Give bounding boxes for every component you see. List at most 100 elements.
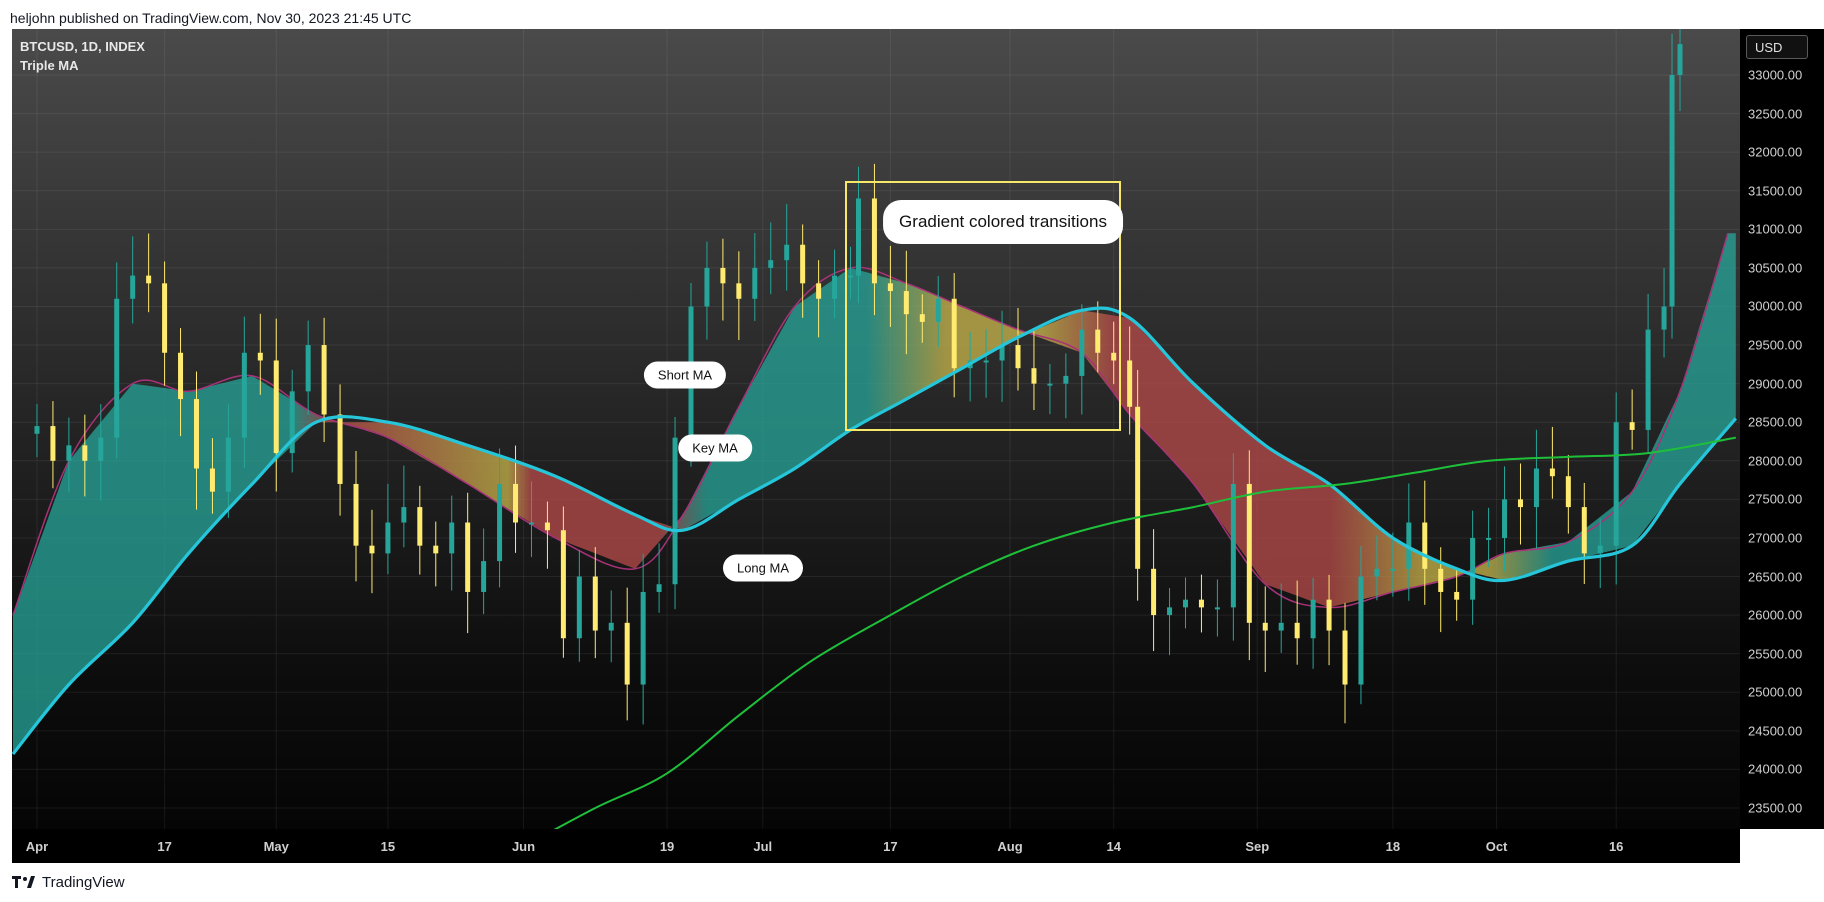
price-tick-label: 30500.00 xyxy=(1748,260,1803,276)
price-tick-label: 25000.00 xyxy=(1748,684,1803,700)
candle-body-6 xyxy=(114,298,120,438)
candle-body-9 xyxy=(162,283,168,353)
candle-body-15 xyxy=(257,352,263,361)
candle-body-89 xyxy=(1422,522,1428,569)
candle-body-23 xyxy=(385,522,391,554)
candle-body-80 xyxy=(1278,622,1284,631)
price-tick-label: 32500.00 xyxy=(1748,106,1803,122)
candle-body-7 xyxy=(130,275,136,299)
candle-body-77 xyxy=(1230,483,1236,608)
candle-body-56 xyxy=(903,291,909,315)
candle-body-17 xyxy=(289,391,295,454)
key-ma-line[interactable] xyxy=(12,306,1738,756)
time-tick-label: Oct xyxy=(1485,839,1508,854)
candle-body-106 xyxy=(1677,44,1683,75)
price-tick-label: 28000.00 xyxy=(1748,453,1803,469)
candle-body-35 xyxy=(576,576,582,639)
candle-body-86 xyxy=(1374,568,1380,577)
footer-brand[interactable]: TradingView xyxy=(12,872,125,892)
time-axis[interactable]: Apr 17 May 15 Jun 19 Jul 17 Aug 14 Sep 18 Oct 16 xyxy=(12,829,1740,863)
candle-body-74 xyxy=(1182,599,1188,608)
candle-body-38 xyxy=(624,622,630,685)
short-ma-line[interactable] xyxy=(12,232,1729,616)
candle-body-81 xyxy=(1294,622,1300,639)
candle-body-8 xyxy=(146,275,152,284)
candle-body-50 xyxy=(816,283,822,299)
candle-body-47 xyxy=(768,260,774,268)
candle-body-57 xyxy=(919,314,925,322)
price-tick-label: 25500.00 xyxy=(1748,646,1803,662)
candle-body-71 xyxy=(1135,406,1141,569)
candle-body-36 xyxy=(592,576,598,631)
candle-body-63 xyxy=(1015,345,1021,369)
candle-body-51 xyxy=(832,275,838,299)
candle-body-1 xyxy=(34,426,40,434)
price-tick-label: 32000.00 xyxy=(1748,144,1803,160)
currency-badge[interactable]: USD xyxy=(1746,35,1808,59)
time-tick-label: 19 xyxy=(659,839,675,854)
candle-body-68 xyxy=(1095,329,1101,353)
candle-body-46 xyxy=(752,267,758,299)
price-axis[interactable]: USD 23500.00 24000.00 24500.00 25000.00 2550… xyxy=(1740,29,1824,829)
candle-body-104 xyxy=(1661,306,1667,330)
candle-body-90 xyxy=(1438,568,1444,592)
long-ma-callout: Long MA xyxy=(722,554,804,582)
candle-body-43 xyxy=(704,267,710,307)
candle-body-11 xyxy=(193,399,199,469)
candle-body-97 xyxy=(1549,468,1555,477)
time-tick-label: 18 xyxy=(1385,839,1401,854)
candle-body-73 xyxy=(1167,607,1173,616)
ma-band-fill xyxy=(13,233,1736,754)
price-tick-label: 27500.00 xyxy=(1748,491,1803,507)
candle-body-53 xyxy=(855,198,861,276)
candle-body-5 xyxy=(98,437,104,461)
time-tick-label: Jun xyxy=(511,839,536,854)
candle-body-101 xyxy=(1613,422,1619,546)
candle-body-64 xyxy=(1031,368,1037,384)
candle-body-59 xyxy=(951,298,957,369)
candle-body-67 xyxy=(1079,329,1085,376)
candle-body-65 xyxy=(1047,383,1053,386)
time-tick-label: 14 xyxy=(1106,839,1121,854)
candle-body-66 xyxy=(1063,375,1069,384)
long-ma-line[interactable] xyxy=(524,436,1736,829)
candle-body-75 xyxy=(1198,599,1204,608)
time-tick-label: 17 xyxy=(883,839,898,854)
candle-body-30 xyxy=(497,483,503,562)
candle-body-44 xyxy=(720,267,726,284)
candle-body-78 xyxy=(1246,483,1252,623)
candle-body-91 xyxy=(1454,591,1460,600)
candle-body-72 xyxy=(1151,568,1157,616)
chart-pane[interactable]: BTCUSD, 1D, INDEX Triple MA Gradient col… xyxy=(12,29,1740,829)
candle-body-32 xyxy=(528,522,534,525)
tradingview-wordmark: TradingView xyxy=(42,873,125,891)
price-tick-label: 29000.00 xyxy=(1748,376,1803,392)
candle-body-12 xyxy=(209,468,215,492)
candle-body-96 xyxy=(1533,468,1539,508)
candle-body-92 xyxy=(1470,537,1476,600)
candle-body-54 xyxy=(871,198,877,284)
publisher-line: heljohn published on TradingView.com, No… xyxy=(10,10,412,26)
price-tick-label: 33000.00 xyxy=(1748,67,1803,83)
candle-body-10 xyxy=(178,352,184,400)
candle-body-85 xyxy=(1358,576,1364,685)
tradingview-logo-icon xyxy=(12,876,35,888)
time-tick-label: Sep xyxy=(1245,839,1270,854)
indicator-label[interactable]: Triple MA xyxy=(20,58,79,73)
candle-body-103 xyxy=(1645,329,1651,430)
price-tick-label: 24000.00 xyxy=(1748,761,1803,777)
price-tick-label: 31500.00 xyxy=(1748,183,1803,199)
gradient-highlight-box xyxy=(845,181,1121,431)
candle-body-31 xyxy=(513,483,519,523)
candle-body-100 xyxy=(1597,545,1603,554)
time-tick-label: 16 xyxy=(1608,839,1624,854)
short-ma-callout: Short MA xyxy=(643,361,727,389)
candle-body-29 xyxy=(481,561,487,592)
price-tick-label: 27000.00 xyxy=(1748,530,1803,546)
price-tick-label: 30000.00 xyxy=(1748,298,1803,314)
candle-body-95 xyxy=(1517,499,1523,508)
time-tick-label: 15 xyxy=(380,839,396,854)
chart-plot[interactable] xyxy=(12,29,1740,829)
candle-body-83 xyxy=(1326,599,1332,631)
candle-body-21 xyxy=(353,483,359,546)
